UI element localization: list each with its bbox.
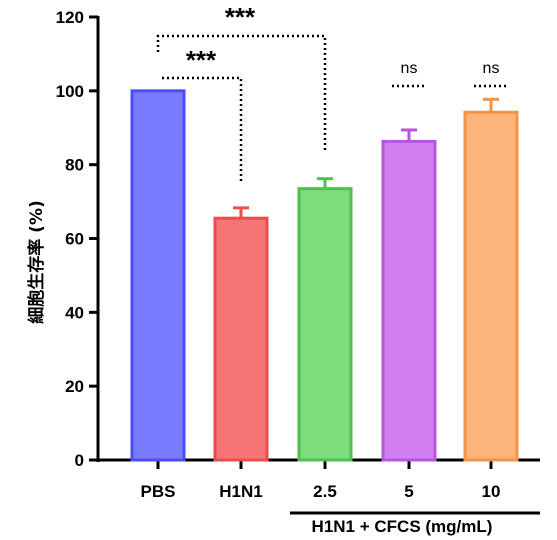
y-tick-label: 120 [56, 8, 84, 27]
bar-4 [381, 139, 437, 462]
y-tick-label: 60 [65, 230, 84, 249]
sig-bracket-pbs-vs-2-5 [156, 34, 327, 152]
y-tick-label: 100 [56, 82, 84, 101]
bar-5 [463, 110, 519, 462]
x-tick-label: H1N1 [219, 482, 262, 501]
x-tick-label: PBS [141, 482, 176, 501]
sig-label-ns: ns [483, 60, 500, 77]
bar-2 [213, 216, 269, 462]
chart-bars [130, 89, 519, 462]
bar-3 [297, 187, 353, 462]
x-tick-label: 2.5 [313, 482, 337, 501]
group-axis-label: H1N1 + CFCS (mg/mL) [312, 517, 493, 536]
sig-label-pbs-vs-2-5: *** [225, 2, 256, 32]
y-axis-label: 細胞生存率 (%) [26, 200, 47, 324]
y-tick-label: 40 [65, 303, 84, 322]
y-tick-label: 20 [65, 377, 84, 396]
x-tick-label: 10 [482, 482, 501, 501]
bar-1 [130, 89, 186, 462]
significance-annotations: *** *** ns ns [156, 2, 508, 183]
sig-label-pbs-vs-h1n1: *** [186, 45, 217, 75]
y-tick-label: 0 [75, 451, 84, 470]
y-tick-label: 80 [65, 156, 84, 175]
sig-label-ns: ns [401, 60, 418, 77]
sig-bracket-pbs-vs-h1n1 [162, 76, 243, 183]
x-tick-label: 5 [404, 482, 413, 501]
